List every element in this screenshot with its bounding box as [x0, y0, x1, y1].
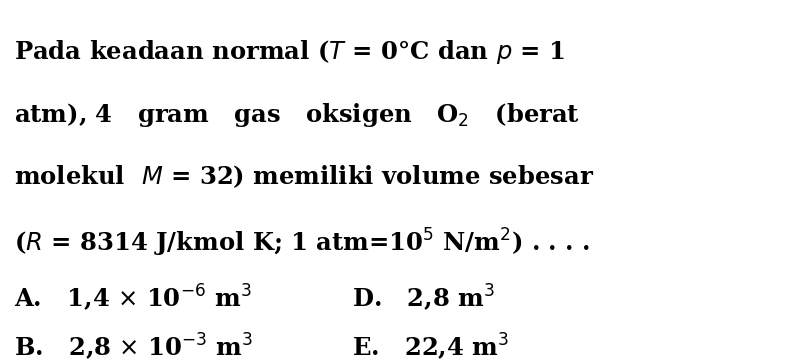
Text: ($R$ = 8314 J/kmol K; 1 atm=10$^5$ N/m$^2$) . . . .: ($R$ = 8314 J/kmol K; 1 atm=10$^5$ N/m$^… [14, 227, 590, 259]
Text: Pada keadaan normal ($T$ = 0°C dan $p$ = 1: Pada keadaan normal ($T$ = 0°C dan $p$ =… [14, 38, 566, 66]
Text: molekul  $M$ = 32) memiliki volume sebesar: molekul $M$ = 32) memiliki volume sebesa… [14, 164, 595, 190]
Text: A.   1,4 $\times$ 10$^{-6}$ m$^3$: A. 1,4 $\times$ 10$^{-6}$ m$^3$ [14, 283, 252, 314]
Text: atm), 4   gram   gas   oksigen   O$_2$   (berat: atm), 4 gram gas oksigen O$_2$ (berat [14, 101, 581, 129]
Text: B.   2,8 $\times$ 10$^{-3}$ m$^3$: B. 2,8 $\times$ 10$^{-3}$ m$^3$ [14, 331, 253, 360]
Text: D.   2,8 m$^3$: D. 2,8 m$^3$ [352, 283, 495, 314]
Text: E.   22,4 m$^3$: E. 22,4 m$^3$ [352, 331, 509, 360]
